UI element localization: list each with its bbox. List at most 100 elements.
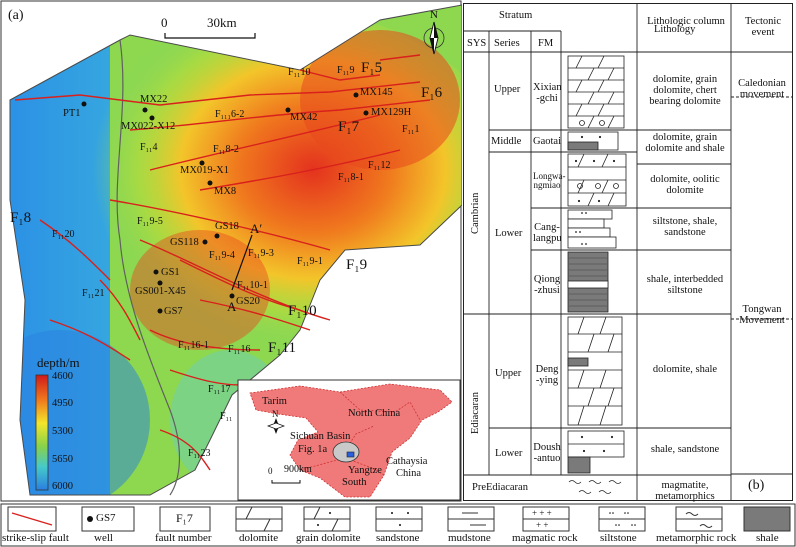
fm-doushantuo: Doush -antuo <box>533 442 561 465</box>
legend-label: shale <box>756 532 779 544</box>
fault-number: F₁₁9-4 <box>209 250 235 261</box>
fault-number: F₁₁23 <box>188 448 211 459</box>
depth-tick: 6000 <box>52 481 73 492</box>
inset-land <box>249 383 453 498</box>
fm-gaotai: Gaotai <box>533 136 561 147</box>
fault-number: F₁₁16 <box>228 344 251 355</box>
well-icon <box>81 506 135 532</box>
system-ediacaran: Ediacaran <box>470 392 481 434</box>
fault-number: F₁11 <box>268 340 297 356</box>
well-label: MX022-X12 <box>121 121 176 132</box>
fault-number: F₁₁21 <box>82 288 105 299</box>
pre-ediacaran: PreEdiacaran <box>472 482 528 493</box>
fault-number: F₁7 <box>338 119 360 135</box>
well-label: MX8 <box>214 186 237 197</box>
well-label: MX019-X1 <box>180 165 229 176</box>
tectonic-event: Caledonian movement <box>738 78 786 101</box>
legend-fault-sample: F₁7 <box>176 511 193 525</box>
lithology-text: shale, sandstone <box>650 444 720 455</box>
inset-china: China <box>396 468 422 479</box>
fault-number: F₁₁₁6-2 <box>215 109 245 120</box>
system-cambrian: Cambrian <box>470 192 481 234</box>
header-sys: SYS <box>467 38 487 49</box>
depth-map <box>0 0 462 502</box>
north-arrow-icon <box>423 21 445 55</box>
well-markers <box>81 92 369 314</box>
lithology-text: dolomite, shale <box>652 364 718 375</box>
series-middle: Middle <box>491 136 522 147</box>
fault-number: F₁₁10 <box>288 67 311 78</box>
well-label: MX22 <box>140 94 168 105</box>
stratigraphic-column: Stratum SYS Series FM Lithologic column … <box>463 3 793 503</box>
fault-number-icon <box>159 506 211 532</box>
scale-start: 0 <box>161 15 168 30</box>
fault-number: F₁₁8-2 <box>213 144 239 155</box>
legend-label: dolomite <box>239 532 279 544</box>
series-upper: Upper <box>494 84 521 95</box>
dolomite-icon <box>235 506 283 532</box>
shale-icon <box>743 506 791 532</box>
grain-dolomite-icon <box>303 506 351 532</box>
fault-number: F₁₁9 <box>337 65 355 76</box>
header-series: Series <box>494 38 520 49</box>
fault-number: F₁10 <box>288 303 317 319</box>
legend: + + + + + GS7 F₁7 strike-slip fault well … <box>0 503 796 547</box>
scale-end: 30km <box>207 15 237 30</box>
fault-number: F₁₁20 <box>52 229 75 240</box>
legend-label: mudstone <box>448 532 491 544</box>
depth-tick: 5650 <box>52 454 73 465</box>
well-label: MX129H <box>371 107 412 118</box>
panel-label-a: (a) <box>8 8 24 23</box>
metamorphic-rock-icon <box>675 506 723 532</box>
fm-longwangmiao: Longwa- ngmiao <box>533 171 566 191</box>
lithology-text: dolomite, grain dolomite, chert bearing … <box>649 74 721 108</box>
fault-number: F₁₁8-1 <box>338 172 364 183</box>
legend-label: grain dolomite <box>296 532 361 544</box>
depth-tick: 5300 <box>52 426 73 437</box>
fault-number: F₁₁9-1 <box>297 256 323 267</box>
north-label: N <box>430 9 438 21</box>
well-label: GS1 <box>161 267 180 278</box>
inset-yangtze: Yangtze <box>348 465 382 476</box>
legend-label: strike-slip fault <box>2 532 69 544</box>
header-fm: FM <box>538 38 554 49</box>
strike-slip-fault-icon <box>7 506 57 532</box>
fault-number: F₁₁12 <box>368 160 391 171</box>
fault-number: F₁9 <box>346 257 368 273</box>
inset-scale-end: 900km <box>284 464 312 475</box>
legend-well-sample: GS7 <box>96 512 116 524</box>
magmatic-rock-icon: + + + + + <box>522 506 570 532</box>
inset-south: South <box>342 477 367 488</box>
inset-fig: Fig. 1a <box>298 444 328 455</box>
header-stratum: Stratum <box>499 10 533 21</box>
fault-number: F₁₁17 <box>208 384 231 395</box>
inset-scale-start: 0 <box>268 466 273 476</box>
lithology-text: shale, interbedded siltstone <box>646 274 724 297</box>
header-lithologic-column: Lithologic column <box>647 16 725 27</box>
depth-title: depth/m <box>37 355 80 370</box>
fm-dengying: Deng -ying <box>535 364 559 387</box>
legend-label: metamorphic rock <box>656 532 737 544</box>
header-tectonic: Tectonic event <box>745 16 781 39</box>
panel-label-b: (b) <box>748 478 765 493</box>
well-label: GS20 <box>236 296 260 307</box>
sandstone-icon <box>375 506 423 532</box>
inset-north-label: N <box>272 409 279 419</box>
well-label: MX145 <box>360 87 393 98</box>
fault-number: F₁₁16-1 <box>178 340 209 351</box>
inset-sichuan: Sichuan Basin <box>290 431 351 442</box>
tectonic-event: Tongwan Movement <box>739 304 785 327</box>
depth-tick: 4600 <box>52 371 73 382</box>
lithology-text: dolomite, grain dolomite and shale <box>645 132 725 155</box>
fault-number: F₁6 <box>421 85 443 101</box>
fm-canglangpu: Cang- langpu <box>533 222 562 245</box>
header-lithology: Lithology <box>654 24 696 35</box>
fault-number: F₁₁10-1 <box>237 280 268 291</box>
section-a-prime: A′ <box>250 221 263 236</box>
inset-cathaysia: Cathaysia <box>386 456 428 467</box>
fault-number: F₁₁9-5 <box>137 216 163 227</box>
column-grid <box>464 4 792 500</box>
lithology-text: magmatite, metamorphics <box>655 480 715 503</box>
section-a: A <box>227 299 237 314</box>
legend-symbols: + + + + + <box>0 503 796 547</box>
